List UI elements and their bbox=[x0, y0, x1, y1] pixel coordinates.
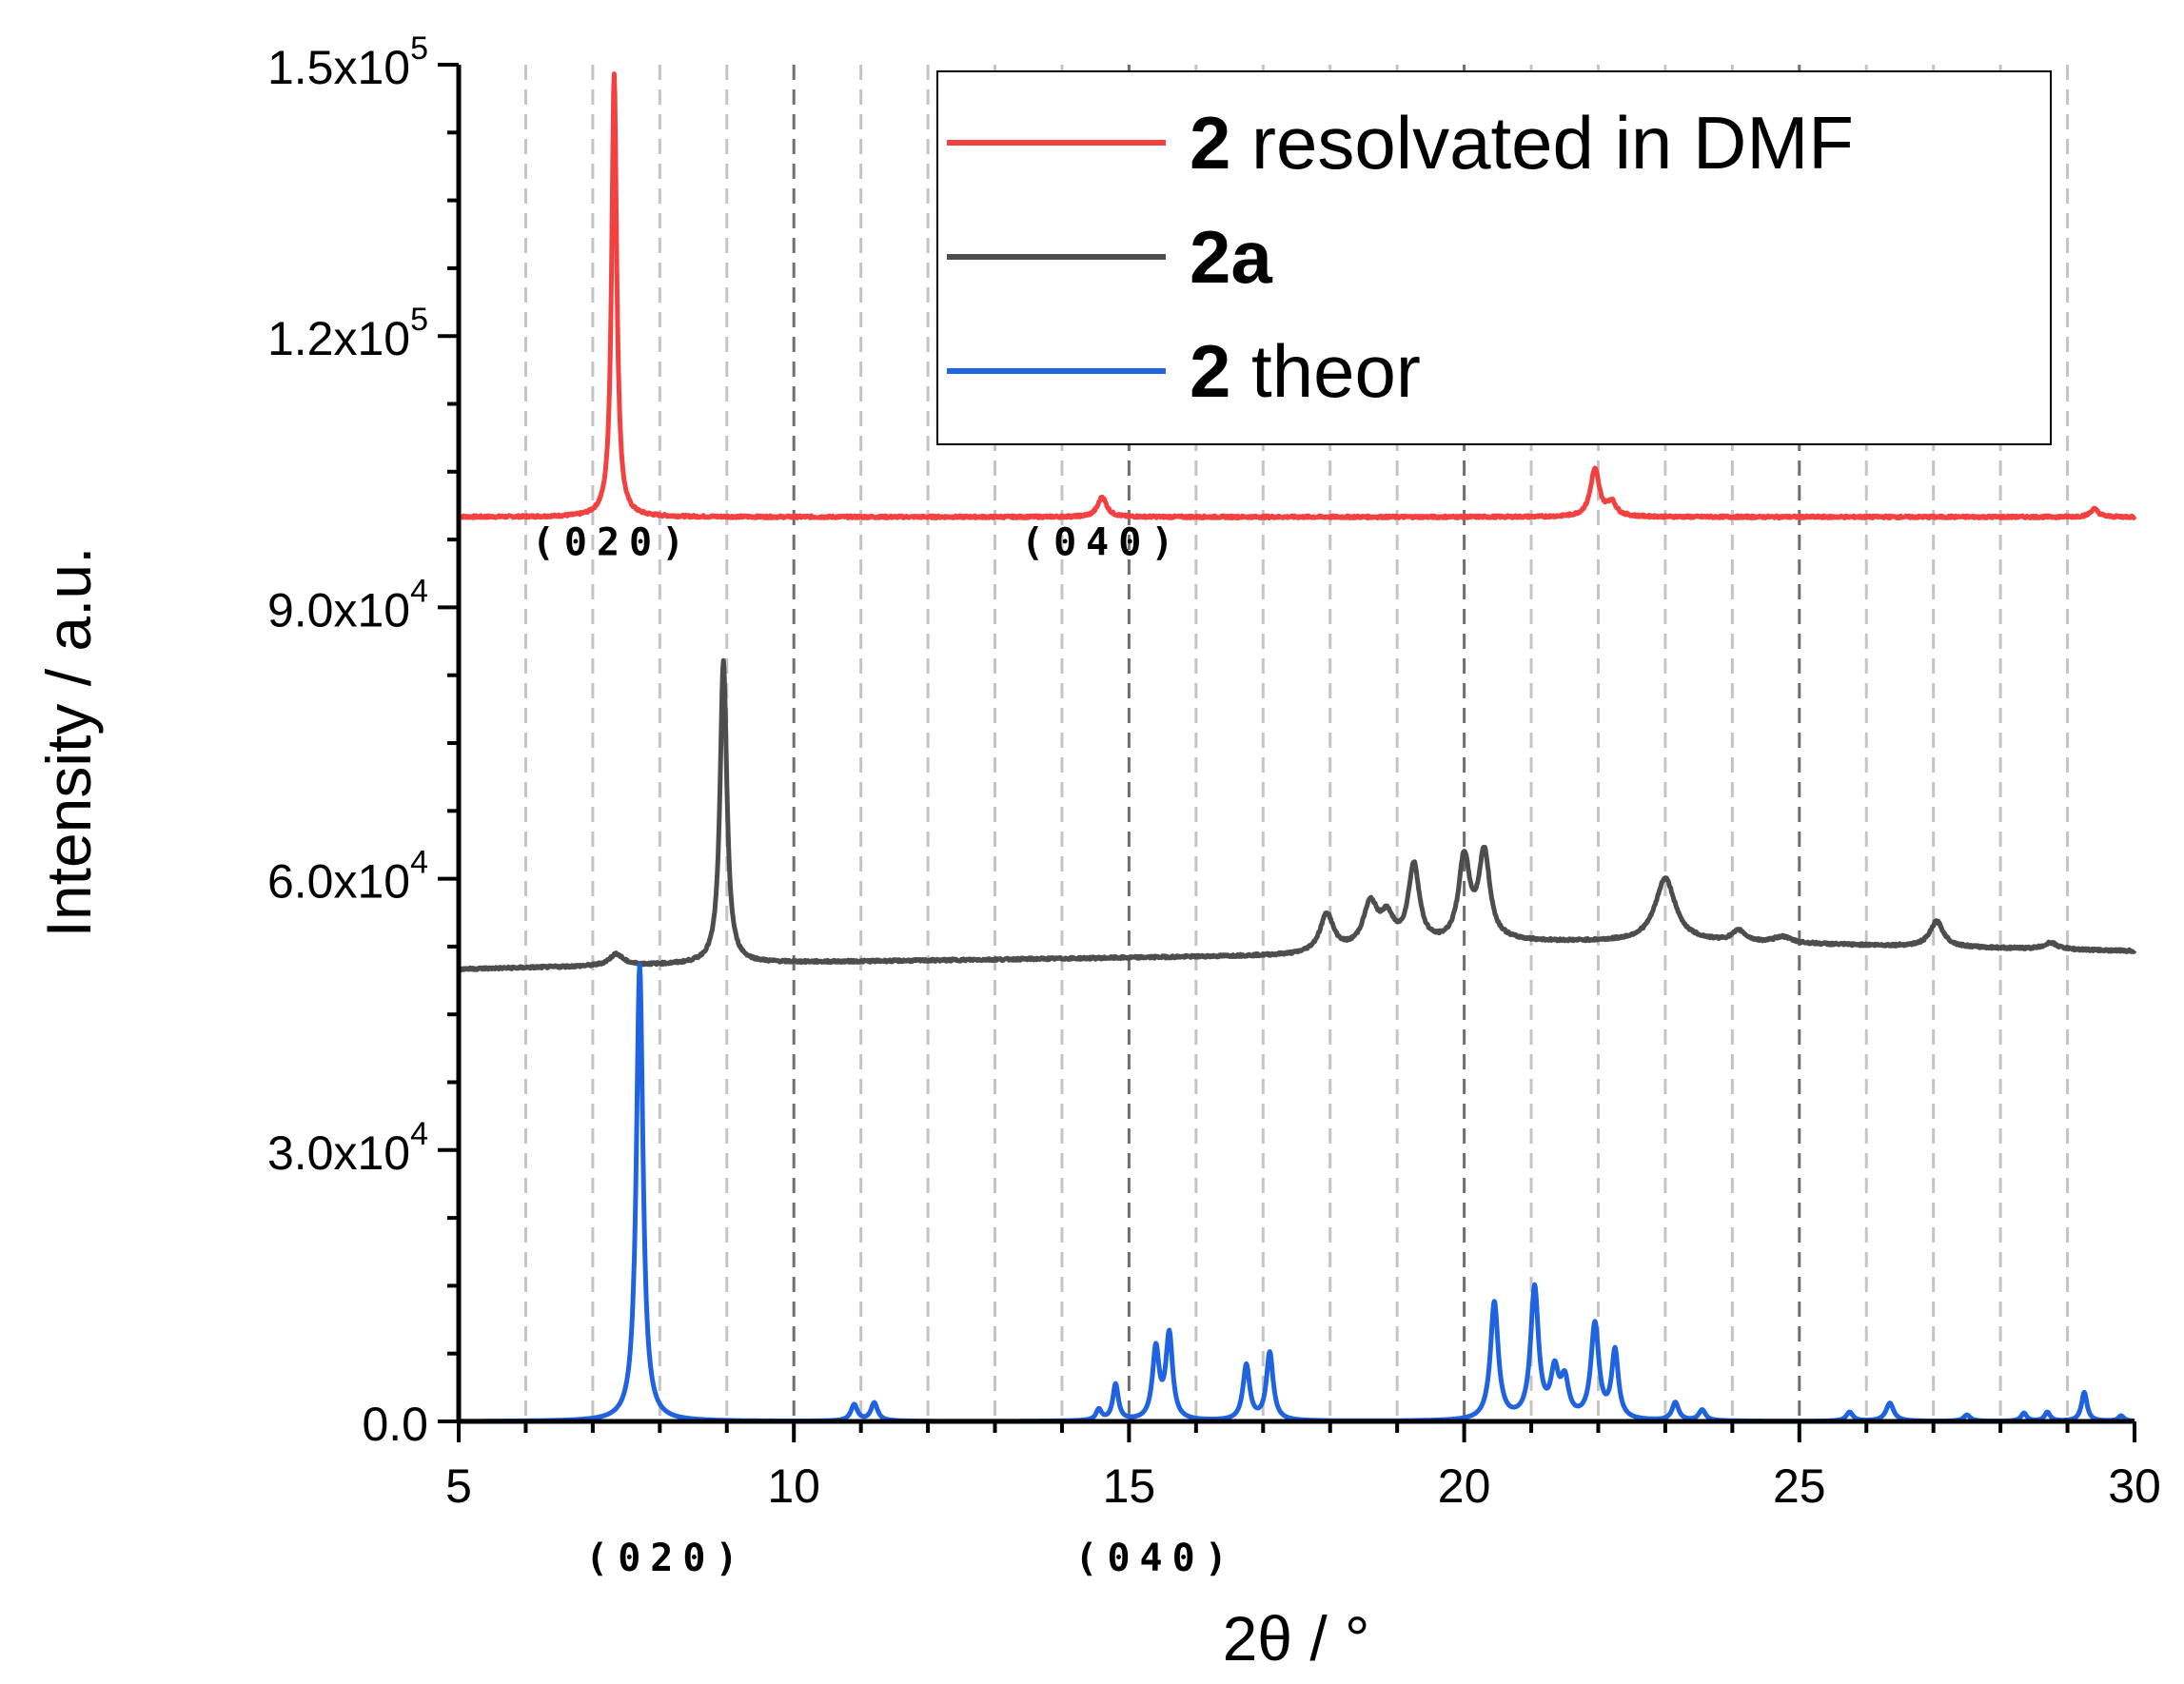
y-tick-label: 6.0x104 bbox=[267, 845, 428, 909]
x-tick-label: 30 bbox=[2108, 1459, 2161, 1513]
legend-label: 2 resolvated in DMF bbox=[1190, 101, 1854, 185]
x-ticks: 5 10 15 20 25 30 bbox=[445, 1421, 2161, 1513]
legend-label: 2a bbox=[1190, 215, 1272, 299]
legend-label: 2 theor bbox=[1190, 329, 1421, 413]
x-tick-label: 15 bbox=[1103, 1459, 1156, 1513]
legend: 2 resolvated in DMF 2a 2 theor bbox=[936, 70, 2052, 445]
hkl-labels: (020) (040) (020) (040) bbox=[532, 520, 1236, 1580]
series-line-1 bbox=[457, 657, 2137, 973]
x-tick-label: 25 bbox=[1773, 1459, 1826, 1513]
y-tick-label: 9.0x104 bbox=[267, 573, 428, 636]
hkl-label: (020) bbox=[532, 520, 694, 564]
hkl-label: (040) bbox=[1074, 1537, 1236, 1580]
y-tick-label: 0.0 bbox=[362, 1398, 428, 1451]
x-axis-title: 2θ / ° bbox=[1223, 1603, 1370, 1674]
y-tick-label: 1.2x105 bbox=[267, 302, 428, 365]
hkl-label: (020) bbox=[585, 1537, 747, 1580]
series-line-2 bbox=[457, 962, 2136, 1424]
x-tick-label: 20 bbox=[1438, 1459, 1491, 1513]
x-tick-label: 10 bbox=[767, 1459, 820, 1513]
hkl-label: (040) bbox=[1021, 520, 1183, 564]
y-axis-title: Intensity / a.u. bbox=[33, 547, 104, 938]
y-ticks: 0.0 3.0x104 6.0x104 9.0x104 1.2x105 1.5x105 bbox=[267, 30, 459, 1451]
series-line-0 bbox=[457, 71, 2137, 520]
x-tick-label: 5 bbox=[445, 1459, 472, 1513]
y-tick-label: 3.0x104 bbox=[267, 1116, 428, 1180]
y-tick-label: 1.5x105 bbox=[267, 30, 428, 94]
